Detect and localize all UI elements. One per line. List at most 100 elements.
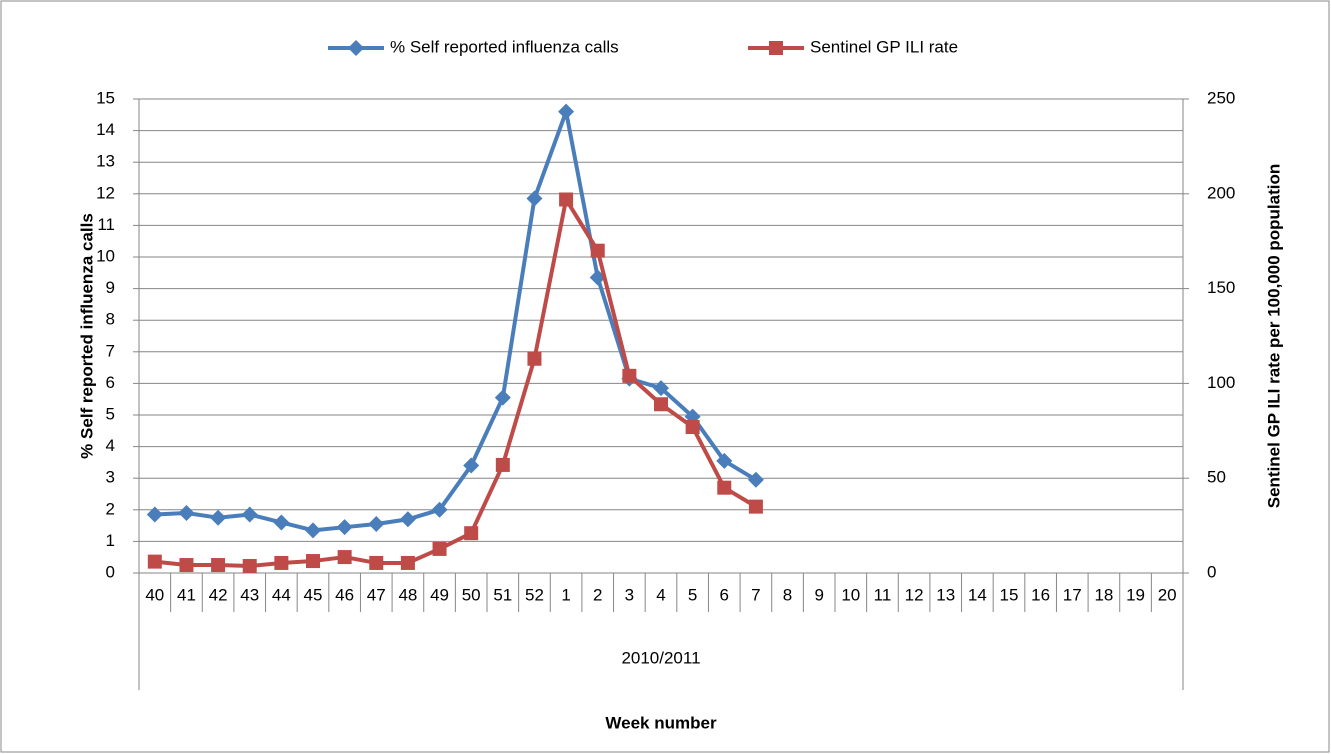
x-tick-label: 14 <box>968 585 987 604</box>
x-tick-label: 49 <box>430 585 449 604</box>
x-tick-label: 3 <box>625 585 634 604</box>
point <box>527 351 542 366</box>
point <box>559 192 574 207</box>
point <box>495 457 510 472</box>
x-tick-label: 8 <box>783 585 792 604</box>
x-tick-label: 45 <box>304 585 323 604</box>
point <box>178 504 195 521</box>
y-tick-label: 1 <box>106 531 115 550</box>
point <box>590 243 605 258</box>
y-tick-label: 4 <box>106 436 115 455</box>
x-tick-label: 6 <box>720 585 729 604</box>
x-tick-label: 48 <box>398 585 417 604</box>
x-tick-label: 50 <box>462 585 481 604</box>
point <box>368 516 385 533</box>
x-tick-label: 5 <box>688 585 697 604</box>
legend-marker <box>348 40 364 56</box>
point <box>241 506 258 523</box>
category-group-label: 2010/2011 <box>621 648 700 667</box>
point <box>369 555 384 570</box>
x-tick-label: 9 <box>814 585 823 604</box>
x-tick-label: 44 <box>272 585 291 604</box>
x-tick-label: 7 <box>751 585 760 604</box>
point <box>211 558 226 573</box>
point <box>274 555 289 570</box>
y-tick-label: 2 <box>106 499 115 518</box>
point <box>716 452 733 469</box>
x-tick-label: 52 <box>525 585 544 604</box>
x-tick-label: 2 <box>593 585 602 604</box>
y-tick-label: 9 <box>106 278 115 297</box>
point <box>210 509 227 526</box>
y-tick-label: 3 <box>106 468 115 487</box>
y-tick-label: 6 <box>106 373 115 392</box>
y2-axis-title: Sentinel GP ILI rate per 100,000 populat… <box>1264 164 1283 509</box>
point <box>717 480 732 495</box>
y2-tick-label: 150 <box>1207 278 1235 297</box>
point <box>622 368 637 383</box>
legend-marker <box>769 41 783 55</box>
y-tick-label: 14 <box>96 120 115 139</box>
x-tick-label: 12 <box>905 585 924 604</box>
point <box>305 522 321 539</box>
y2-tick-label: 100 <box>1207 373 1235 392</box>
y-tick-label: 11 <box>97 215 115 234</box>
x-tick-label: 4 <box>656 585 665 604</box>
point <box>337 550 352 565</box>
y-tick-label: 15 <box>96 88 115 107</box>
x-tick-label: 46 <box>335 585 354 604</box>
y-tick-label: 13 <box>96 152 115 171</box>
y-tick-label: 7 <box>106 341 115 360</box>
y-tick-label: 10 <box>96 246 115 265</box>
x-tick-label: 11 <box>874 585 892 604</box>
y2-tick-label: 50 <box>1207 468 1226 487</box>
y-tick-label: 12 <box>96 183 115 202</box>
point <box>399 511 416 528</box>
x-tick-label: 43 <box>240 585 259 604</box>
x-axis-title: Week number <box>605 713 717 732</box>
point <box>747 471 764 488</box>
x-tick-label: 15 <box>1000 585 1019 604</box>
point <box>653 380 669 397</box>
point <box>179 558 194 573</box>
point <box>654 397 668 412</box>
x-tick-label: 16 <box>1031 585 1050 604</box>
point <box>146 506 163 523</box>
x-tick-label: 51 <box>493 585 512 604</box>
y2-tick-label: 200 <box>1207 183 1235 202</box>
y-tick-label: 0 <box>106 562 115 581</box>
point <box>558 103 575 120</box>
x-tick-label: 41 <box>177 585 196 604</box>
point <box>432 541 447 556</box>
legend-label: Sentinel GP ILI rate <box>810 37 958 56</box>
point <box>526 190 543 207</box>
legend-label: % Self reported influenza calls <box>390 37 619 56</box>
point <box>685 420 700 435</box>
point <box>147 554 162 569</box>
x-tick-label: 18 <box>1094 585 1113 604</box>
point <box>400 555 415 570</box>
point <box>306 554 320 569</box>
x-tick-label: 13 <box>936 585 955 604</box>
point <box>748 499 763 514</box>
y2-tick-label: 250 <box>1207 88 1235 107</box>
y-tick-label: 5 <box>106 404 115 423</box>
point <box>464 526 479 541</box>
x-tick-label: 42 <box>209 585 228 604</box>
point <box>273 514 290 531</box>
y-tick-label: 8 <box>106 310 115 329</box>
y-axis-title: % Self reported influenza calls <box>77 213 96 459</box>
point <box>494 389 511 406</box>
x-tick-label: 47 <box>367 585 386 604</box>
point <box>431 501 448 518</box>
x-tick-label: 40 <box>145 585 164 604</box>
x-tick-label: 19 <box>1126 585 1145 604</box>
x-tick-label: 1 <box>561 585 570 604</box>
x-tick-label: 10 <box>841 585 860 604</box>
x-tick-label: 20 <box>1158 585 1177 604</box>
point <box>242 558 257 573</box>
y2-tick-label: 0 <box>1207 562 1216 581</box>
point <box>463 457 480 474</box>
